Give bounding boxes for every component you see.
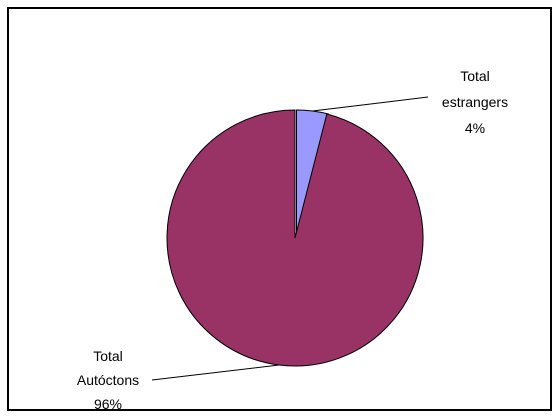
leader-line-autoctons	[151, 364, 280, 381]
slice-label-autoctons-line2: Autóctons	[77, 372, 139, 388]
slice-label-estrangers-line2: estrangers	[442, 94, 508, 110]
slice-autoctons	[166, 109, 424, 367]
slice-label-autoctons-percent: 96%	[94, 396, 122, 412]
leader-line-estrangers	[312, 96, 429, 112]
slice-label-autoctons-line1: Total	[93, 348, 123, 364]
slice-label-estrangers-line1: Total	[460, 68, 490, 84]
slice-label-estrangers-percent: 4%	[465, 120, 485, 136]
